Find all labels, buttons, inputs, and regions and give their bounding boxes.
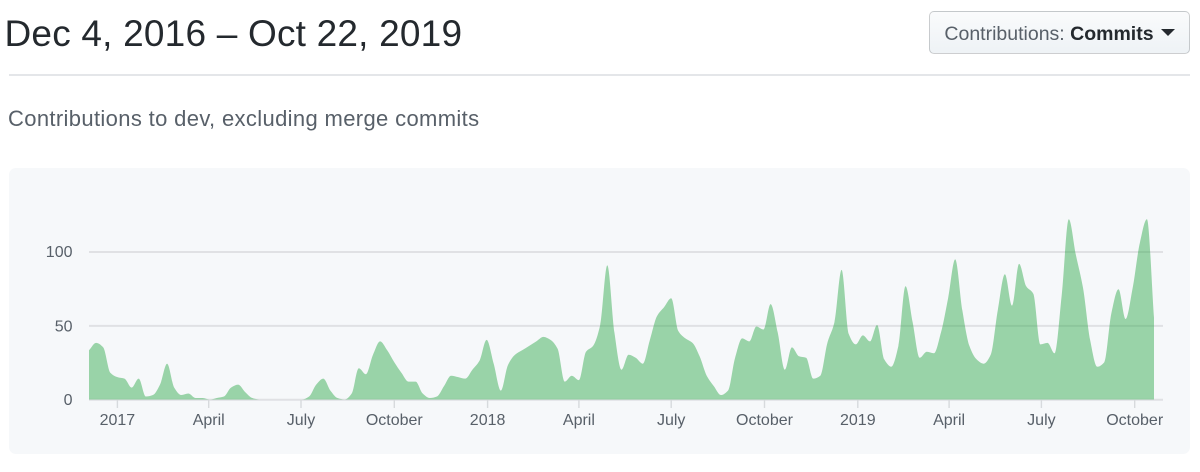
svg-text:July: July [657, 412, 685, 429]
svg-text:October: October [366, 412, 424, 429]
svg-text:2017: 2017 [100, 412, 136, 429]
svg-text:April: April [933, 412, 965, 429]
svg-text:0: 0 [64, 392, 73, 409]
svg-text:October: October [1106, 412, 1164, 429]
svg-text:April: April [193, 412, 225, 429]
svg-text:2019: 2019 [840, 412, 876, 429]
svg-text:50: 50 [55, 318, 73, 335]
svg-text:October: October [736, 412, 794, 429]
svg-text:July: July [1027, 412, 1055, 429]
svg-text:April: April [563, 412, 595, 429]
svg-text:July: July [287, 412, 315, 429]
svg-text:2018: 2018 [470, 412, 506, 429]
svg-text:100: 100 [46, 244, 73, 261]
